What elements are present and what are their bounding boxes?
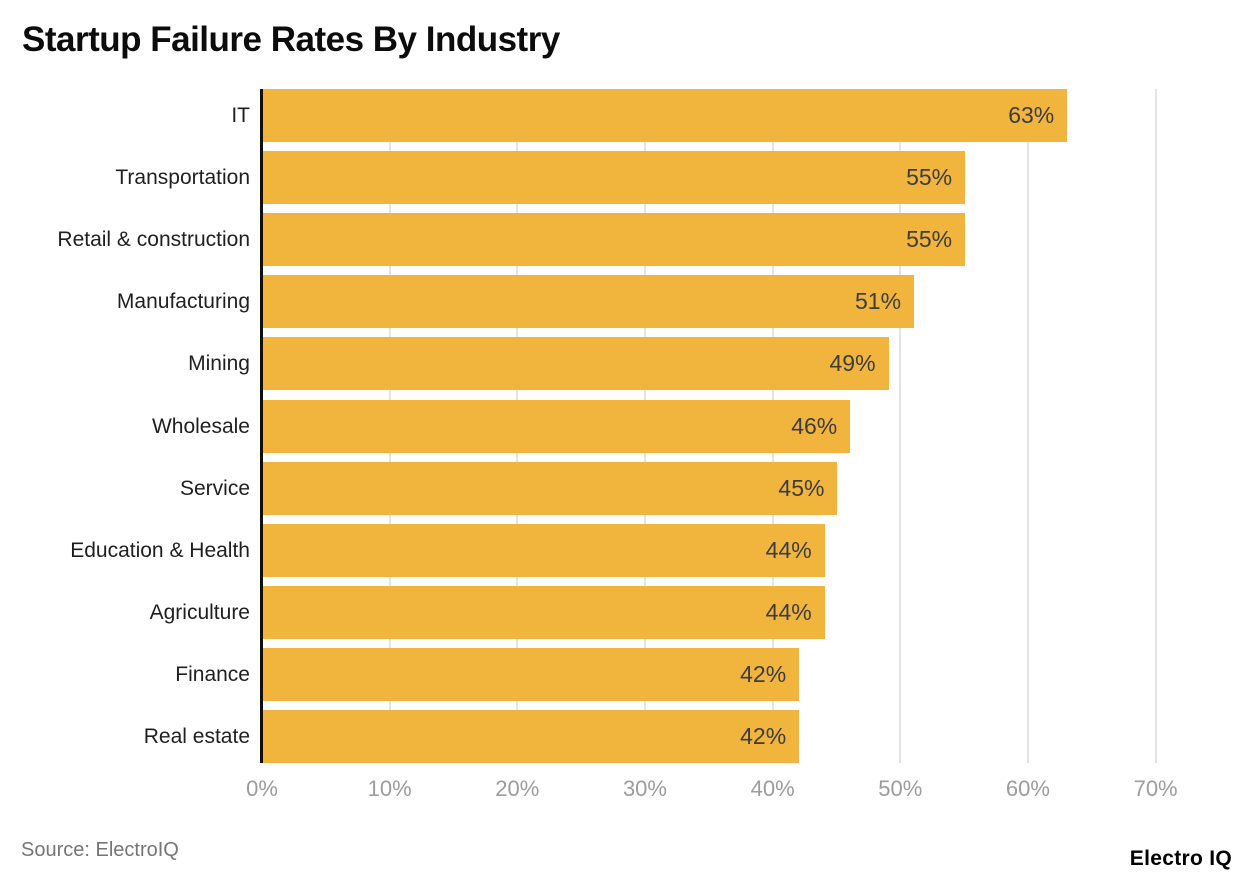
bar-value-label: 44%: [765, 598, 812, 625]
category-label: IT: [231, 104, 250, 127]
bar: 55%: [263, 213, 966, 267]
source-note: Source: ElectroIQ: [21, 839, 179, 861]
bar-value-label: 55%: [906, 164, 953, 191]
x-tick-label: 70%: [1133, 776, 1178, 801]
category-label: Service: [179, 476, 250, 500]
gridline: [899, 89, 902, 763]
bar: 63%: [263, 89, 1068, 142]
category-label: Agriculture: [149, 600, 250, 624]
category-label: Education & Health: [70, 538, 250, 562]
y-axis-line: [260, 89, 263, 763]
bar: 55%: [263, 151, 966, 205]
bar: 46%: [263, 399, 851, 453]
category-label: Wholesale: [151, 414, 250, 438]
x-tick-label: 30%: [622, 776, 667, 801]
bar-value-label: 55%: [906, 226, 953, 253]
brand-logo: Electro IQ: [1129, 847, 1232, 870]
bar: 42%: [263, 647, 800, 701]
bar: 51%: [263, 275, 915, 329]
category-label: Manufacturing: [116, 290, 250, 314]
gridline: [1154, 89, 1157, 763]
bar: 42%: [263, 710, 800, 763]
x-tick-label: 0%: [246, 776, 278, 801]
bar-value-label: 51%: [855, 288, 902, 315]
bar-value-label: 42%: [740, 660, 787, 687]
category-label: Real estate: [143, 725, 250, 748]
category-label: Transportation: [115, 166, 250, 190]
category-label: Retail & construction: [57, 228, 250, 252]
bar: 44%: [263, 523, 825, 577]
x-tick-label: 60%: [1005, 776, 1050, 801]
category-label: Mining: [188, 352, 250, 376]
x-tick-label: 10%: [367, 776, 412, 801]
chart-title: Startup Failure Rates By Industry: [22, 20, 560, 59]
bar: 45%: [263, 461, 838, 515]
bar-value-label: 44%: [765, 536, 812, 563]
bar-value-label: 63%: [1008, 102, 1055, 128]
x-tick-label: 20%: [495, 776, 540, 801]
bar-value-label: 45%: [778, 474, 825, 501]
bar-value-label: 49%: [829, 350, 876, 377]
category-label: Finance: [175, 662, 250, 686]
bar: 44%: [263, 585, 825, 639]
bar-value-label: 42%: [740, 723, 787, 749]
x-tick-label: 40%: [750, 776, 795, 801]
bar: 49%: [263, 337, 889, 391]
bar-value-label: 46%: [791, 412, 838, 439]
gridline: [1026, 89, 1029, 763]
x-tick-label: 50%: [878, 776, 923, 801]
